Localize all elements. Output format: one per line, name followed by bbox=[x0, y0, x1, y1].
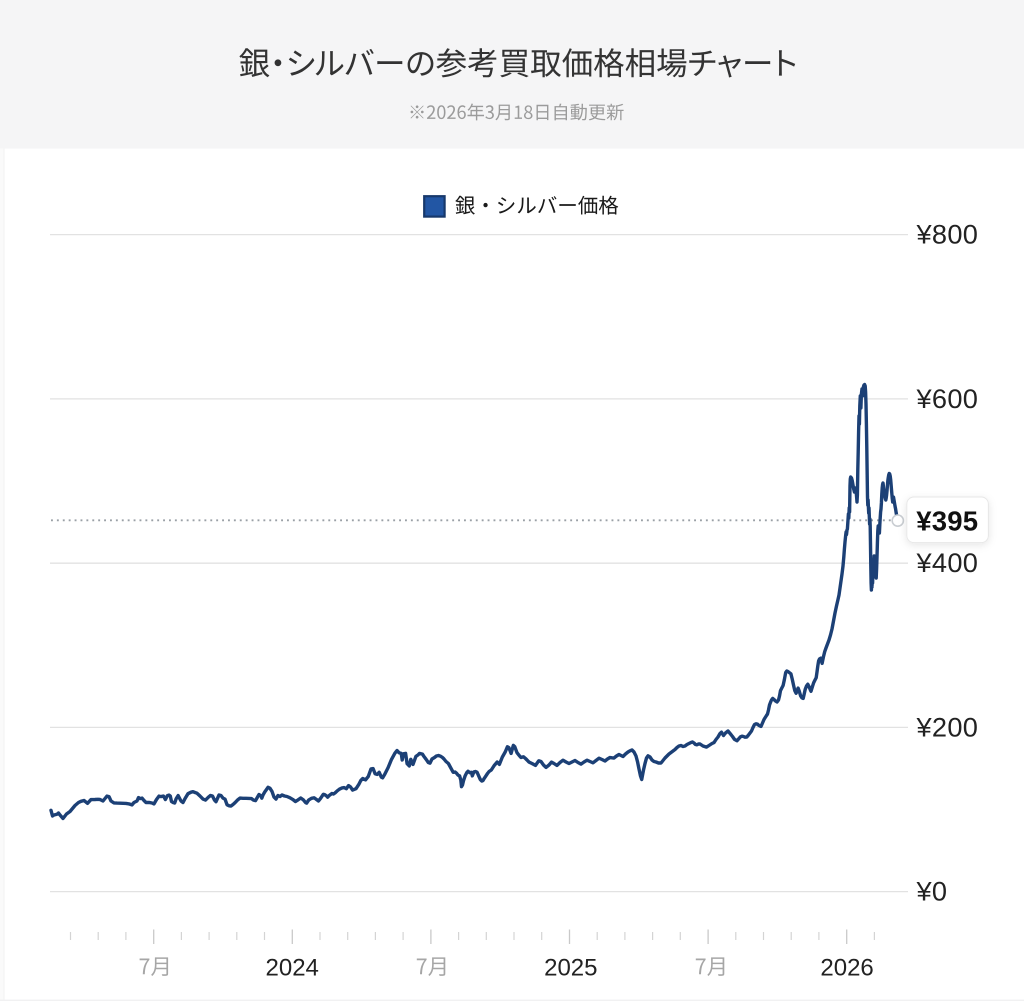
svg-text:2025: 2025 bbox=[544, 955, 597, 982]
svg-text:¥200: ¥200 bbox=[916, 711, 979, 742]
svg-text:¥400: ¥400 bbox=[916, 547, 979, 578]
svg-text:¥0: ¥0 bbox=[916, 876, 948, 907]
svg-text:2024: 2024 bbox=[266, 955, 319, 982]
svg-text:¥395: ¥395 bbox=[916, 506, 978, 537]
svg-text:¥600: ¥600 bbox=[916, 383, 979, 414]
svg-text:2026: 2026 bbox=[820, 955, 873, 982]
svg-text:¥800: ¥800 bbox=[916, 219, 979, 250]
